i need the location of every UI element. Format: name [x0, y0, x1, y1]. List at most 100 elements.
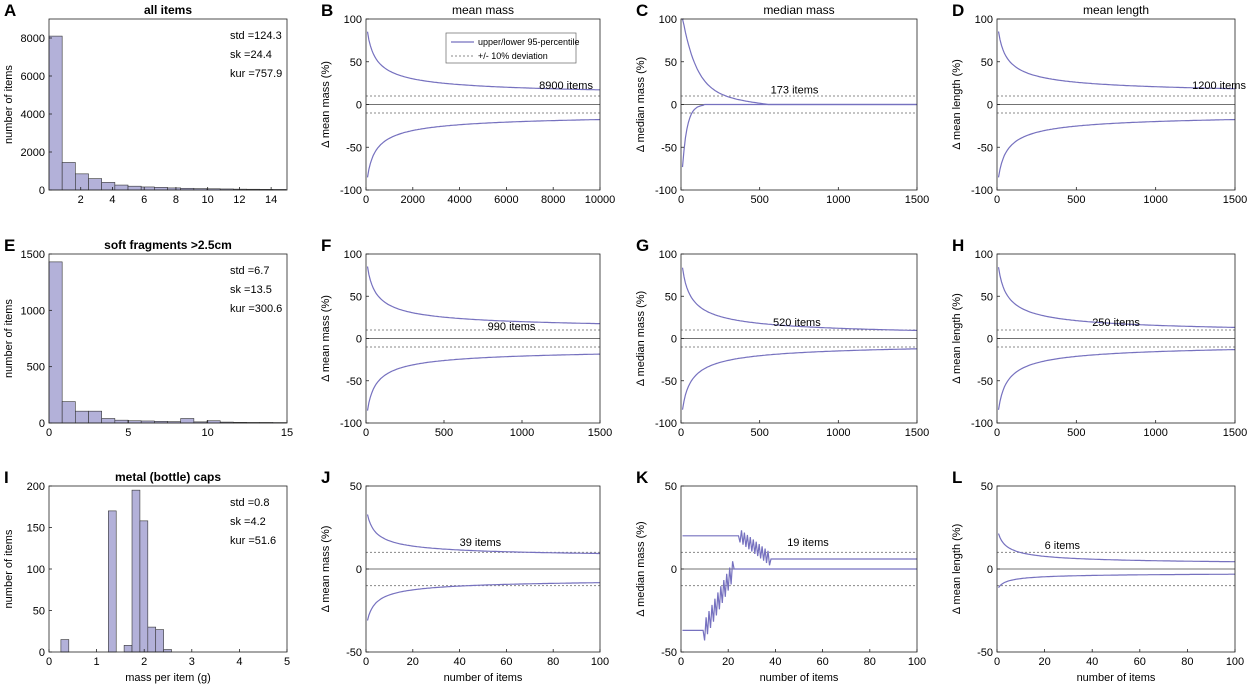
- bar: [155, 629, 164, 653]
- y-tick-label: 0: [39, 185, 45, 197]
- x-tick-label: 10: [202, 194, 214, 206]
- legend: upper/lower 95-percentile +/- 10% deviati…: [445, 32, 580, 64]
- crossing-annotation: 39 items: [460, 537, 502, 549]
- y-axis-label: Δ mean length (%): [951, 524, 963, 615]
- y-tick-label: 1500: [21, 249, 45, 261]
- y-tick-label: -100: [340, 418, 362, 430]
- x-tick-label: 60: [816, 656, 828, 668]
- x-tick-label: 0: [46, 656, 52, 668]
- bar: [48, 261, 63, 424]
- lower-percentile-curve: [366, 582, 600, 621]
- upper-percentile-curve: [366, 266, 600, 325]
- panel-label: C: [636, 1, 648, 20]
- x-tick-label: 8000: [541, 194, 565, 206]
- x-tick-label: 100: [908, 656, 926, 668]
- x-tick-label: 80: [1181, 656, 1193, 668]
- panel-title: all items: [144, 3, 192, 17]
- x-tick-label: 100: [1226, 656, 1244, 668]
- x-tick-label: 1500: [905, 427, 929, 439]
- legend-box: [445, 32, 577, 64]
- x-tick-label: 1000: [510, 427, 534, 439]
- bar: [61, 162, 76, 191]
- bar: [88, 410, 102, 424]
- x-tick-label: 2: [78, 194, 84, 206]
- y-tick-label: 50: [981, 481, 993, 493]
- y-tick-label: 0: [987, 100, 993, 112]
- stat-text: kur =757.9: [230, 68, 282, 80]
- y-tick-label: 50: [665, 291, 677, 303]
- bar: [60, 639, 70, 653]
- y-axis-label: number of items: [3, 529, 15, 608]
- x-tick-label: 0: [678, 194, 684, 206]
- x-axis-label: number of items: [444, 672, 523, 684]
- bar: [101, 418, 116, 424]
- lower-percentile-curve: [681, 348, 918, 410]
- x-tick-label: 80: [864, 656, 876, 668]
- legend-item: upper/lower 95-percentile: [478, 37, 580, 47]
- x-tick-label: 10: [202, 427, 214, 439]
- x-tick-label: 0: [46, 427, 52, 439]
- y-tick-label: 0: [671, 334, 677, 346]
- x-tick-label: 500: [750, 194, 768, 206]
- histogram-bars: [48, 35, 287, 191]
- y-tick-label: 50: [350, 57, 362, 69]
- panel-title: median mass: [763, 3, 834, 17]
- y-tick-label: 0: [671, 564, 677, 576]
- bar: [147, 626, 157, 653]
- x-tick-label: 4000: [447, 194, 471, 206]
- bar: [75, 410, 89, 424]
- panel-label: L: [952, 468, 962, 487]
- y-tick-label: -50: [661, 647, 677, 659]
- x-tick-label: 1: [94, 656, 100, 668]
- x-tick-label: 15: [281, 427, 293, 439]
- panel-label: B: [321, 1, 333, 20]
- crossing-annotation: 8900 items: [539, 80, 593, 92]
- x-tick-label: 40: [453, 656, 465, 668]
- x-tick-label: 1500: [588, 427, 612, 439]
- panel-label: J: [321, 468, 330, 487]
- y-tick-label: 0: [39, 418, 45, 430]
- upper-percentile-curve: [366, 514, 600, 555]
- y-tick-label: 4000: [21, 109, 45, 121]
- axis-frame: [48, 485, 288, 653]
- lower-percentile-curve: [997, 349, 1235, 410]
- x-tick-label: 6000: [494, 194, 518, 206]
- x-tick-label: 100: [591, 656, 609, 668]
- x-axis-label: number of items: [1077, 672, 1156, 684]
- y-tick-label: 50: [33, 606, 45, 618]
- y-axis-label: Δ median mass (%): [635, 57, 647, 152]
- y-tick-label: -50: [661, 142, 677, 154]
- bar: [61, 401, 76, 424]
- x-tick-label: 20: [407, 656, 419, 668]
- x-tick-label: 1000: [1143, 194, 1167, 206]
- x-tick-label: 60: [500, 656, 512, 668]
- bar: [101, 182, 116, 191]
- y-tick-label: 100: [659, 249, 677, 261]
- y-axis-label: Δ median mass (%): [635, 291, 647, 386]
- y-axis-label: number of items: [3, 299, 15, 378]
- y-tick-label: -50: [977, 142, 993, 154]
- y-tick-label: 6000: [21, 71, 45, 83]
- upper-percentile-curve: [997, 267, 1235, 328]
- x-tick-label: 0: [678, 656, 684, 668]
- bar: [123, 645, 133, 653]
- panel-title: metal (bottle) caps: [115, 470, 221, 484]
- y-tick-label: 2000: [21, 147, 45, 159]
- legend-item: +/- 10% deviation: [478, 51, 548, 61]
- x-tick-label: 4: [109, 194, 115, 206]
- y-tick-label: -100: [971, 418, 993, 430]
- y-tick-label: 100: [975, 249, 993, 261]
- x-axis-label: number of items: [760, 672, 839, 684]
- axis-frame: [48, 253, 288, 424]
- x-tick-label: 5: [284, 656, 290, 668]
- y-tick-label: -50: [977, 647, 993, 659]
- y-tick-label: 0: [987, 334, 993, 346]
- y-tick-label: 50: [350, 291, 362, 303]
- x-tick-label: 0: [994, 656, 1000, 668]
